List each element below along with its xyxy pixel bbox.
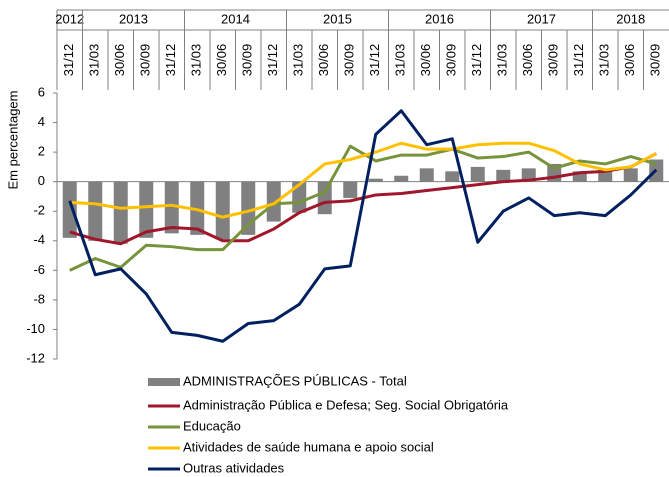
legend-label: Atividades de saúde humana e apoio socia… — [183, 439, 434, 454]
year-label: 2012 — [55, 11, 84, 26]
year-label: 2016 — [425, 11, 454, 26]
y-tick-label: 6 — [38, 84, 45, 99]
y-axis-label: Em percentagem — [5, 91, 20, 190]
x-tick-label: 31/03 — [495, 44, 510, 77]
legend-label: Administração Pública e Defesa; Seg. Soc… — [183, 397, 509, 412]
bar — [419, 168, 434, 182]
bar — [470, 166, 485, 182]
year-label: 2015 — [323, 11, 352, 26]
year-label: 2014 — [221, 11, 250, 26]
y-tick-label: -10 — [26, 321, 45, 336]
bar — [445, 171, 460, 182]
x-tick-label: 30/06 — [316, 44, 331, 77]
x-tick-label: 31/12 — [469, 44, 484, 77]
x-tick-label: 30/09 — [240, 44, 255, 77]
x-tick-label: 31/12 — [265, 44, 280, 77]
x-tick-label: 31/12 — [367, 44, 382, 77]
x-tick-label: 30/09 — [444, 44, 459, 77]
legend-label: Outras atividades — [183, 460, 285, 475]
year-label: 2018 — [616, 11, 645, 26]
x-tick-label: 31/03 — [189, 44, 204, 77]
x-tick-label: 30/06 — [112, 44, 127, 77]
y-tick-label: 2 — [38, 144, 45, 159]
bar — [215, 181, 230, 240]
x-tick-label: 30/09 — [342, 44, 357, 77]
line — [69, 144, 657, 272]
x-tick-label: 30/06 — [520, 44, 535, 77]
bar — [394, 175, 409, 182]
x-tick-label: 31/03 — [291, 44, 306, 77]
line — [69, 141, 657, 219]
bar — [623, 168, 638, 182]
y-tick-label: -12 — [26, 350, 45, 365]
bar — [496, 169, 511, 182]
x-tick-label: 31/03 — [597, 44, 612, 77]
year-label: 2017 — [527, 11, 556, 26]
x-tick-label: 30/09 — [138, 44, 153, 77]
bar — [368, 178, 383, 182]
legend-label: ADMINISTRAÇÕES PÚBLICAS - Total — [183, 373, 407, 388]
x-tick-label: 30/06 — [418, 44, 433, 77]
bar — [598, 169, 613, 182]
x-tick-label: 30/09 — [648, 44, 663, 77]
bar — [164, 181, 179, 234]
x-tick-label: 31/03 — [87, 44, 102, 77]
y-tick-label: -8 — [33, 291, 45, 306]
bar — [113, 181, 128, 244]
bar — [266, 181, 281, 222]
x-tick-label: 31/03 — [393, 44, 408, 77]
y-tick-label: 4 — [38, 114, 45, 129]
legend-marker — [148, 378, 180, 386]
y-tick-label: 0 — [38, 173, 45, 188]
legend-label: Educação — [183, 418, 241, 433]
x-tick-label: 30/06 — [214, 44, 229, 77]
bar — [317, 181, 332, 215]
bar — [343, 181, 358, 198]
x-tick-label: 31/12 — [571, 44, 586, 77]
y-tick-label: -4 — [33, 232, 45, 247]
x-tick-label: 31/12 — [163, 44, 178, 77]
bar — [292, 181, 307, 213]
year-label: 2013 — [119, 11, 148, 26]
bar — [139, 181, 154, 238]
y-tick-label: -6 — [33, 262, 45, 277]
bar — [62, 181, 77, 238]
x-tick-label: 30/09 — [546, 44, 561, 77]
x-tick-label: 31/12 — [61, 44, 76, 77]
line — [68, 109, 658, 343]
bar — [572, 171, 587, 182]
bar — [88, 181, 103, 241]
y-tick-label: -2 — [33, 203, 45, 218]
x-tick-label: 30/06 — [622, 44, 637, 77]
